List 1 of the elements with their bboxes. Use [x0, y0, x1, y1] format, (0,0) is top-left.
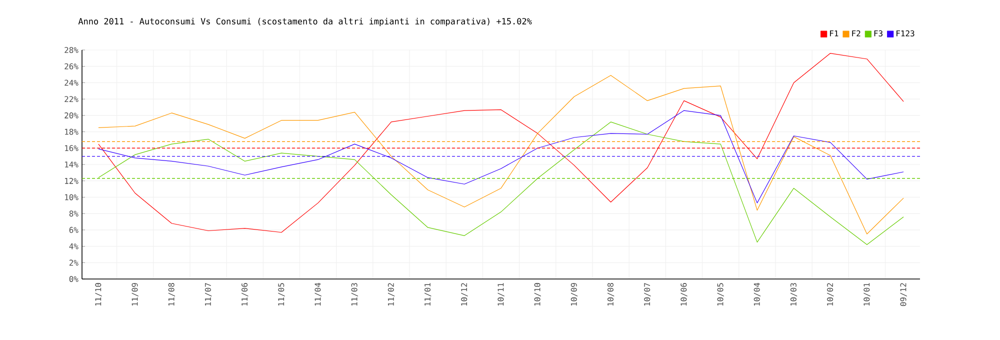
chart-title: Anno 2011 - Autoconsumi Vs Consumi (scostamento da altri impianti in comparativa) +15.02% [78, 18, 532, 26]
